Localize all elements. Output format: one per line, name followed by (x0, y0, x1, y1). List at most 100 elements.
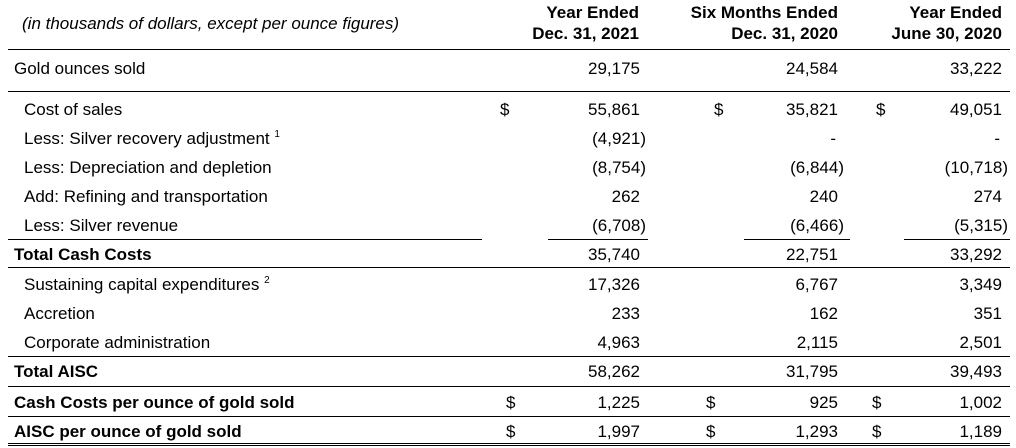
value-col3: 39,493 (950, 362, 1002, 381)
currency-symbol: $ (872, 422, 882, 441)
row-label: Cost of sales (24, 100, 123, 119)
table-row-silver-revenue: Less: Silver revenue (6,708) (6,466) (5,… (0, 211, 1016, 240)
column-header-six-months-2020: Six Months Ended Dec. 31, 2020 (691, 2, 838, 44)
value-col1: 1,997 (597, 422, 640, 441)
currency-symbol: $ (506, 422, 516, 441)
value-col1: 29,175 (588, 59, 640, 78)
currency-symbol: $ (506, 393, 516, 412)
column-header-line2: June 30, 2020 (891, 24, 1002, 43)
final-rule (8, 443, 1010, 446)
value-col2: - (830, 129, 836, 148)
row-label-text: Sustaining capital expenditures (24, 275, 260, 294)
value-col2: 2,115 (796, 333, 838, 352)
section-rule (8, 91, 1010, 92)
subtotal-rule (744, 239, 850, 240)
value-col1: 17,326 (588, 275, 640, 294)
table-row-corporate-admin: Corporate administration 4,963 2,115 2,5… (0, 328, 1016, 357)
subtotal-rule (548, 239, 648, 240)
value-col1: 58,262 (588, 362, 640, 381)
row-label: Cash Costs per ounce of gold sold (14, 393, 295, 412)
column-header-year-2021: Year Ended Dec. 31, 2021 (532, 2, 639, 44)
header-rule (8, 49, 1010, 50)
value-col1: (6,708) (592, 216, 646, 235)
row-label: Corporate administration (24, 333, 211, 352)
table-row-cost-of-sales: Cost of sales $ 55,861 $ 35,821 $ 49,051 (0, 95, 1016, 124)
value-col1: 262 (611, 187, 640, 206)
value-col1: 55,861 (588, 100, 640, 119)
table-row-total-cash-costs: Total Cash Costs 35,740 22,751 33,292 (0, 240, 1016, 269)
row-label: Sustaining capital expenditures 2 (24, 275, 270, 295)
units-note: (in thousands of dollars, except per oun… (22, 14, 400, 33)
section-rule (8, 386, 1010, 387)
table-row-accretion: Accretion 233 162 351 (0, 299, 1016, 328)
value-col3: 1,002 (959, 393, 1002, 412)
subtotal-rule-label (8, 239, 482, 240)
currency-symbol: $ (500, 100, 510, 119)
value-col2: 24,584 (786, 59, 838, 78)
value-col2: (6,466) (790, 216, 844, 235)
value-col2: 162 (809, 304, 838, 323)
table-row-silver-recovery: Less: Silver recovery adjustment 1 (4,92… (0, 124, 1016, 153)
row-label: Accretion (24, 304, 95, 323)
row-label: Add: Refining and transportation (24, 187, 268, 206)
section-rule (8, 267, 1010, 268)
value-col1: 233 (611, 304, 640, 323)
value-col3: 351 (973, 304, 1002, 323)
value-col2: 240 (809, 187, 838, 206)
value-col3: 49,051 (950, 100, 1002, 119)
value-col2: 31,795 (786, 362, 838, 381)
row-label: Gold ounces sold (14, 59, 146, 78)
value-col3: 33,222 (950, 59, 1002, 78)
value-col2: 1,293 (795, 422, 838, 441)
value-col3: (10,718) (944, 158, 1008, 177)
value-col2: (6,844) (790, 158, 844, 177)
table-row-depreciation: Less: Depreciation and depletion (8,754)… (0, 153, 1016, 182)
column-header-line2: Dec. 31, 2021 (532, 24, 639, 43)
row-label: Total AISC (14, 362, 99, 381)
value-col1: (8,754) (592, 158, 646, 177)
value-col2: 6,767 (795, 275, 838, 294)
currency-symbol: $ (876, 100, 886, 119)
table-row-sustaining-capex: Sustaining capital expenditures 2 17,326… (0, 270, 1016, 299)
column-header-year-june-2020: Year Ended June 30, 2020 (891, 2, 1002, 44)
value-col1: 1,225 (597, 393, 640, 412)
row-label: Less: Depreciation and depletion (24, 158, 272, 177)
footnote-marker: 2 (264, 275, 270, 286)
value-col1: (4,921) (592, 129, 646, 148)
column-header-line2: Dec. 31, 2020 (731, 24, 838, 43)
value-col1: 35,740 (588, 245, 640, 264)
value-col3: 2,501 (959, 333, 1002, 352)
subtotal-rule (8, 356, 1010, 357)
row-label-text: Less: Silver recovery adjustment (24, 129, 270, 148)
subtotal-rule (904, 239, 1010, 240)
value-col3: - (994, 129, 1000, 148)
table-row-aisc-per-oz: AISC per ounce of gold sold $ 1,997 $ 1,… (0, 417, 1016, 446)
table-row-refining: Add: Refining and transportation 262 240… (0, 182, 1016, 211)
table-row-cash-costs-per-oz: Cash Costs per ounce of gold sold $ 1,22… (0, 388, 1016, 417)
row-label: Less: Silver recovery adjustment 1 (24, 129, 280, 149)
value-col1: 4,963 (597, 333, 640, 352)
table-row-total-aisc: Total AISC 58,262 31,795 39,493 (0, 357, 1016, 386)
currency-symbol: $ (706, 393, 716, 412)
row-label: Less: Silver revenue (24, 216, 179, 235)
value-col3: 274 (973, 187, 1002, 206)
value-col2: 35,821 (786, 100, 838, 119)
row-label: AISC per ounce of gold sold (14, 422, 242, 441)
currency-symbol: $ (706, 422, 716, 441)
column-header-line1: Year Ended (909, 3, 1002, 22)
table-row-gold-ounces: Gold ounces sold 29,175 24,584 33,222 (0, 54, 1016, 83)
column-header-line1: Year Ended (546, 3, 639, 22)
column-header-line1: Six Months Ended (690, 3, 838, 22)
section-rule (8, 416, 1010, 417)
footnote-marker: 1 (274, 129, 280, 140)
value-col3: 1,189 (959, 422, 1002, 441)
currency-symbol: $ (872, 393, 882, 412)
value-col2: 22,751 (786, 245, 838, 264)
value-col3: 3,349 (959, 275, 1002, 294)
row-label: Total Cash Costs (14, 245, 152, 264)
currency-symbol: $ (714, 100, 724, 119)
value-col3: (5,315) (954, 216, 1008, 235)
value-col2: 925 (809, 393, 838, 412)
value-col3: 33,292 (950, 245, 1002, 264)
